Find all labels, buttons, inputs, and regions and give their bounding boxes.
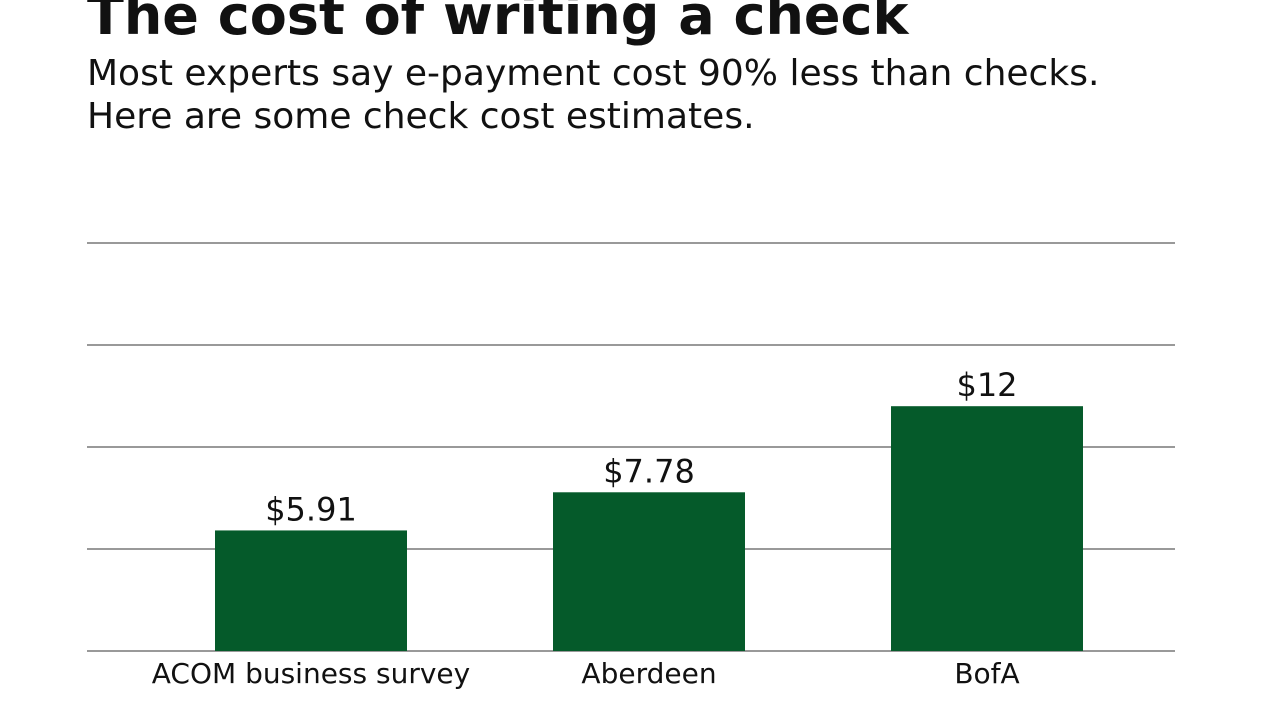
chart-subtitle: Most experts say e-payment cost 90% less… [87, 53, 1099, 94]
value-label: $7.78 [603, 452, 695, 490]
x-tick-label: BofA [954, 657, 1019, 690]
chart-title: The cost of writing a check [87, 0, 910, 47]
x-tick-label: ACOM business survey [152, 657, 470, 690]
bar [215, 530, 407, 651]
bar [891, 406, 1083, 651]
bar [553, 492, 745, 651]
chart-subtitle: Here are some check cost estimates. [87, 96, 755, 137]
x-tick-label: Aberdeen [581, 657, 716, 690]
value-label: $12 [956, 366, 1017, 404]
value-label: $5.91 [265, 490, 357, 528]
